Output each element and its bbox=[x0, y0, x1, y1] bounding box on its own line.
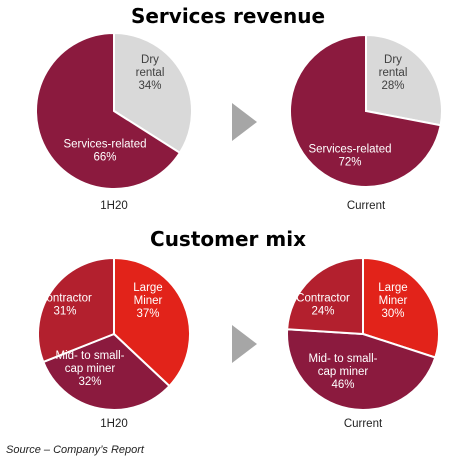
pie-slice bbox=[113, 256, 191, 388]
pie-slice bbox=[35, 31, 182, 190]
pie-slice bbox=[362, 256, 440, 359]
slice-data-label: Contractor 24% bbox=[296, 293, 350, 318]
slice-data-label: Dry rental 34% bbox=[136, 54, 165, 92]
pie-slice bbox=[42, 332, 171, 411]
slice-data-label: Mid- to small-cap miner 46% bbox=[308, 353, 377, 391]
section-title-services-revenue: Services revenue bbox=[130, 4, 326, 28]
pie-slice bbox=[286, 256, 364, 336]
pie-slice bbox=[286, 328, 437, 411]
source-note: Source – Company’s Report bbox=[6, 444, 144, 456]
pie-chart-2: Dry rental 28% Services-related 72% Current bbox=[289, 33, 443, 212]
slice-data-label: Contractor 31% bbox=[38, 293, 92, 318]
pie-slice bbox=[289, 33, 442, 188]
slice-data-label: Mid- to small-cap miner 32% bbox=[55, 350, 124, 388]
pie-caption: 1H20 bbox=[100, 418, 128, 430]
pie-chart-3: Large Miner 37% Mid- to small-cap miner 32% C… bbox=[37, 256, 191, 430]
slice-data-label: Dry rental 28% bbox=[379, 54, 408, 92]
pie-caption: Current bbox=[344, 418, 383, 430]
section-title-customer-mix: Customer mix bbox=[150, 227, 306, 251]
slice-data-label: Large Miner 37% bbox=[133, 282, 162, 320]
pie-chart-4: Large Miner 30% Mid- to small-cap miner 46% C… bbox=[286, 256, 440, 430]
transition-arrow-icon bbox=[232, 325, 257, 363]
pie-caption: Current bbox=[347, 200, 386, 212]
pie-chart-1: Dry rental 34% Services-related 66% 1H20 bbox=[35, 31, 193, 212]
transition-arrow-icon bbox=[232, 103, 257, 141]
pie-caption: 1H20 bbox=[100, 200, 128, 212]
pie-slice bbox=[37, 256, 115, 364]
pie-slice bbox=[365, 33, 443, 127]
slice-data-label: Services-related 72% bbox=[308, 144, 391, 169]
slice-data-label: Large Miner 30% bbox=[378, 282, 407, 320]
slice-data-label: Services-related 66% bbox=[63, 139, 146, 164]
